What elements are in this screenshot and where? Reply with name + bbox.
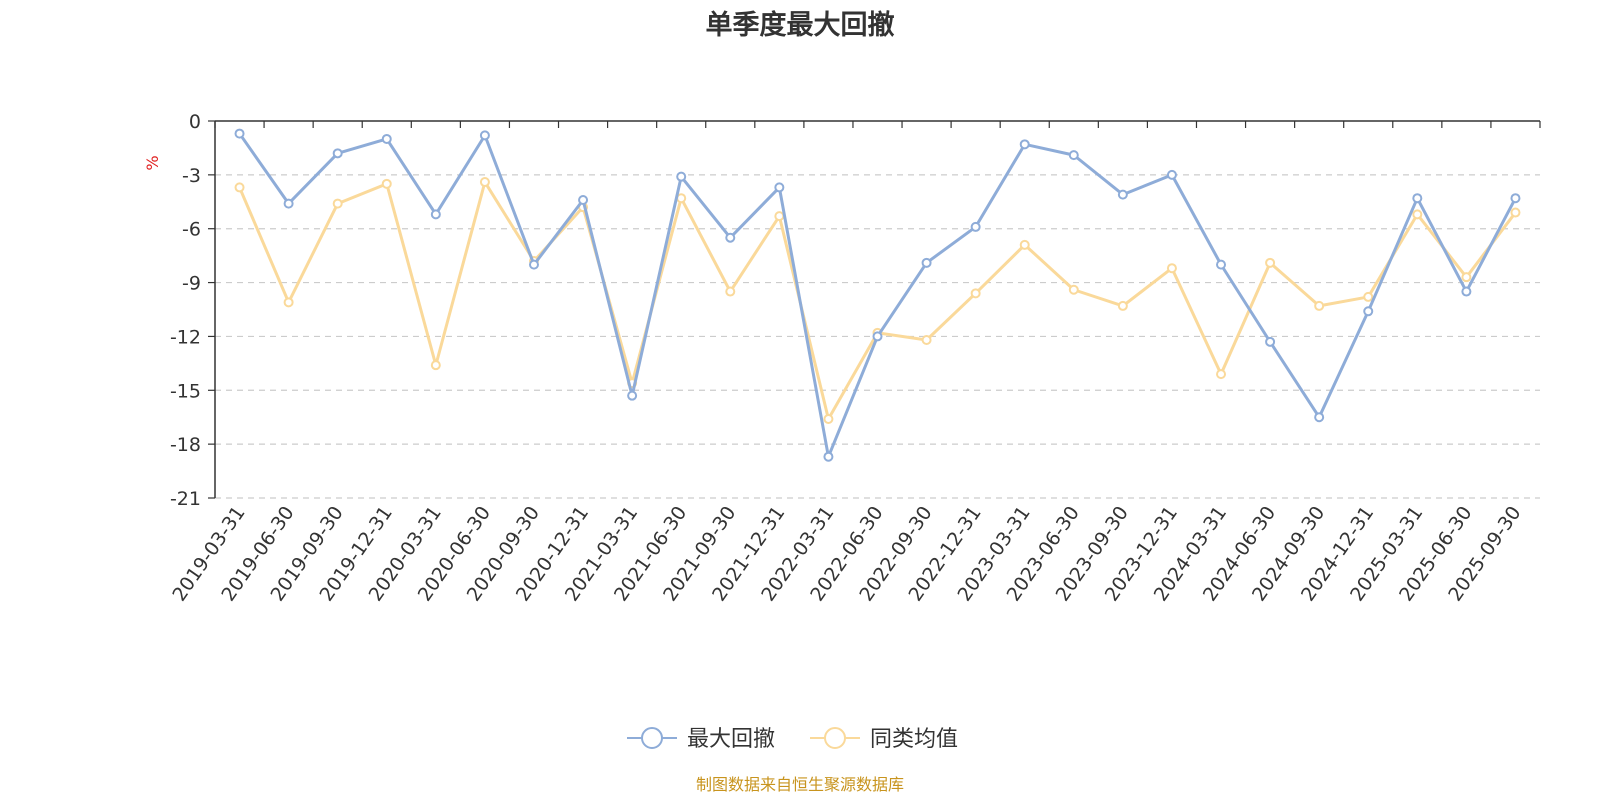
data-point xyxy=(1068,284,1079,295)
legend-item-1[interactable]: 最大回撤 xyxy=(627,727,775,752)
data-point xyxy=(774,182,785,193)
data-point xyxy=(430,360,441,371)
grid-lines xyxy=(215,174,1540,499)
series-2 xyxy=(234,177,1521,425)
data-point xyxy=(1363,306,1374,317)
data-point xyxy=(1314,300,1325,311)
data-point xyxy=(1216,259,1227,270)
data-point xyxy=(1117,189,1128,200)
data-point xyxy=(676,171,687,182)
legend-label: 同类均值 xyxy=(870,727,958,752)
y-tick-label: -6 xyxy=(182,219,201,241)
chart-title: 单季度最大回撤 xyxy=(706,9,895,41)
data-point xyxy=(1265,257,1276,268)
data-point xyxy=(381,133,392,144)
data-point xyxy=(1510,193,1521,204)
data-point xyxy=(1166,169,1177,180)
data-point xyxy=(479,130,490,141)
data-point xyxy=(1314,412,1325,423)
legend-swatch-marker xyxy=(824,727,846,749)
legend-swatch-marker xyxy=(641,727,663,749)
data-point xyxy=(1363,291,1374,302)
legend-item-2[interactable]: 同类均值 xyxy=(810,727,958,752)
data-point xyxy=(1216,369,1227,380)
data-point xyxy=(1461,286,1472,297)
data-point xyxy=(1461,272,1472,283)
data-point xyxy=(234,182,245,193)
data-point xyxy=(1265,336,1276,347)
y-tick-label: -21 xyxy=(170,488,201,510)
axes: 0-3-6-9-12-15-18-212019-03-312019-06-302… xyxy=(168,111,1541,605)
data-point xyxy=(1166,263,1177,274)
data-point xyxy=(970,221,981,232)
series-line xyxy=(238,180,1517,421)
data-point xyxy=(1510,207,1521,218)
data-point xyxy=(823,451,834,462)
data-point xyxy=(1117,300,1128,311)
data-point xyxy=(1019,139,1030,150)
y-tick-label: -12 xyxy=(170,326,201,348)
data-source-note: 制图数据来自恒生聚源数据库 xyxy=(696,775,904,794)
data-point xyxy=(381,178,392,189)
legend[interactable]: 最大回撤 同类均值 xyxy=(627,727,958,752)
data-point xyxy=(234,128,245,139)
data-point xyxy=(430,209,441,220)
data-point xyxy=(823,414,834,425)
data-point xyxy=(283,198,294,209)
data-point xyxy=(725,232,736,243)
data-point xyxy=(774,211,785,222)
data-point xyxy=(528,259,539,270)
series-lines xyxy=(234,128,1521,462)
y-tick-label: -3 xyxy=(182,165,201,187)
data-point xyxy=(1412,193,1423,204)
y-axis-unit-label: % xyxy=(143,155,162,170)
series-line xyxy=(238,132,1517,459)
data-point xyxy=(921,257,932,268)
y-tick-label: 0 xyxy=(189,111,201,133)
data-point xyxy=(283,297,294,308)
data-point xyxy=(970,288,981,299)
legend-label: 最大回撤 xyxy=(687,727,775,752)
y-tick-label: -18 xyxy=(170,434,201,456)
data-point xyxy=(479,177,490,188)
data-point xyxy=(725,286,736,297)
series-1 xyxy=(234,128,1521,462)
data-point xyxy=(332,148,343,159)
data-point xyxy=(921,335,932,346)
data-point xyxy=(872,331,883,342)
data-point xyxy=(1068,150,1079,161)
data-point xyxy=(332,198,343,209)
y-tick-label: -15 xyxy=(170,380,201,402)
data-point xyxy=(1019,239,1030,250)
data-point xyxy=(627,390,638,401)
data-point xyxy=(578,194,589,205)
y-tick-label: -9 xyxy=(182,273,201,295)
data-point xyxy=(1412,209,1423,220)
